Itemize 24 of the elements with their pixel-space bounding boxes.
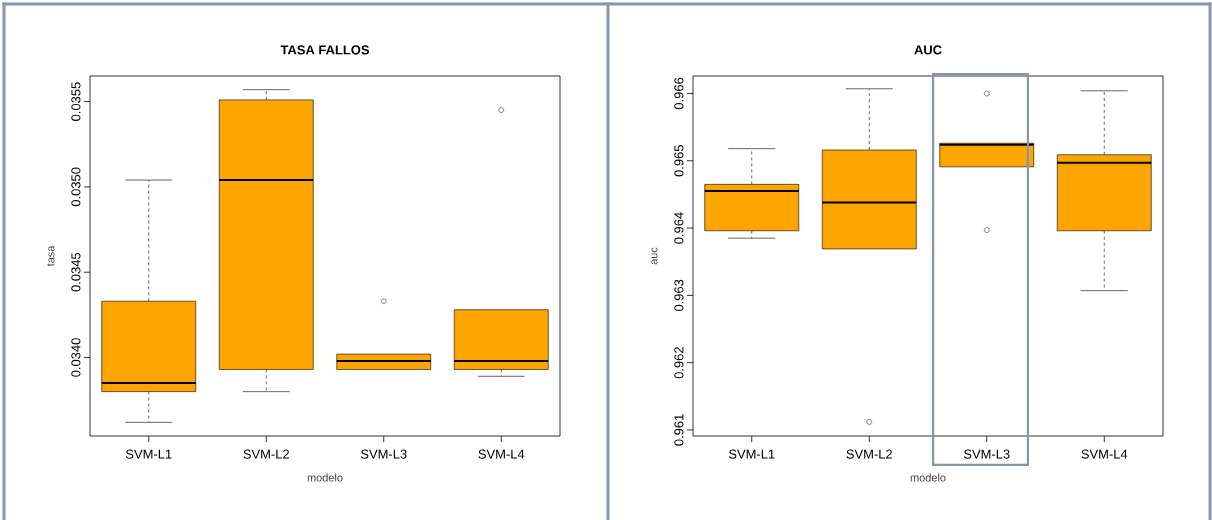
y-tick-label: 0.965: [674, 145, 684, 177]
x-tick-label: SVM-L3: [360, 449, 407, 459]
x-axis-title: modelo: [910, 473, 946, 482]
y-tick-label: 0.961: [674, 414, 684, 446]
y-tick-label: 0.0340: [71, 338, 81, 377]
x-tick-label: SVM-L2: [243, 449, 289, 459]
y-tick-label: 0.966: [674, 77, 684, 110]
y-tick-label: 0.0345: [71, 252, 81, 292]
x-tick-label: SVM-L3: [963, 449, 1010, 459]
chart-title: TASA FALLOS: [280, 45, 369, 55]
y-tick-label: 0.963: [674, 279, 684, 312]
x-tick-label: SVM-L1: [728, 449, 775, 459]
x-tick-label: SVM-L4: [1081, 449, 1128, 459]
y-tick-label: 0.962: [674, 347, 684, 379]
x-tick-label: SVM-L2: [846, 449, 892, 459]
y-tick-label: 0.964: [674, 212, 684, 244]
y-tick-label: 0.0350: [71, 167, 81, 207]
y-axis-title: auc: [651, 247, 658, 265]
chart-title: AUC: [914, 45, 942, 55]
y-axis-title: tasa: [47, 245, 55, 267]
x-axis-title: modelo: [307, 473, 343, 482]
y-tick-label: 0.0355: [71, 82, 81, 121]
x-tick-label: SVM-L1: [125, 449, 172, 459]
x-tick-label: SVM-L4: [478, 449, 525, 459]
